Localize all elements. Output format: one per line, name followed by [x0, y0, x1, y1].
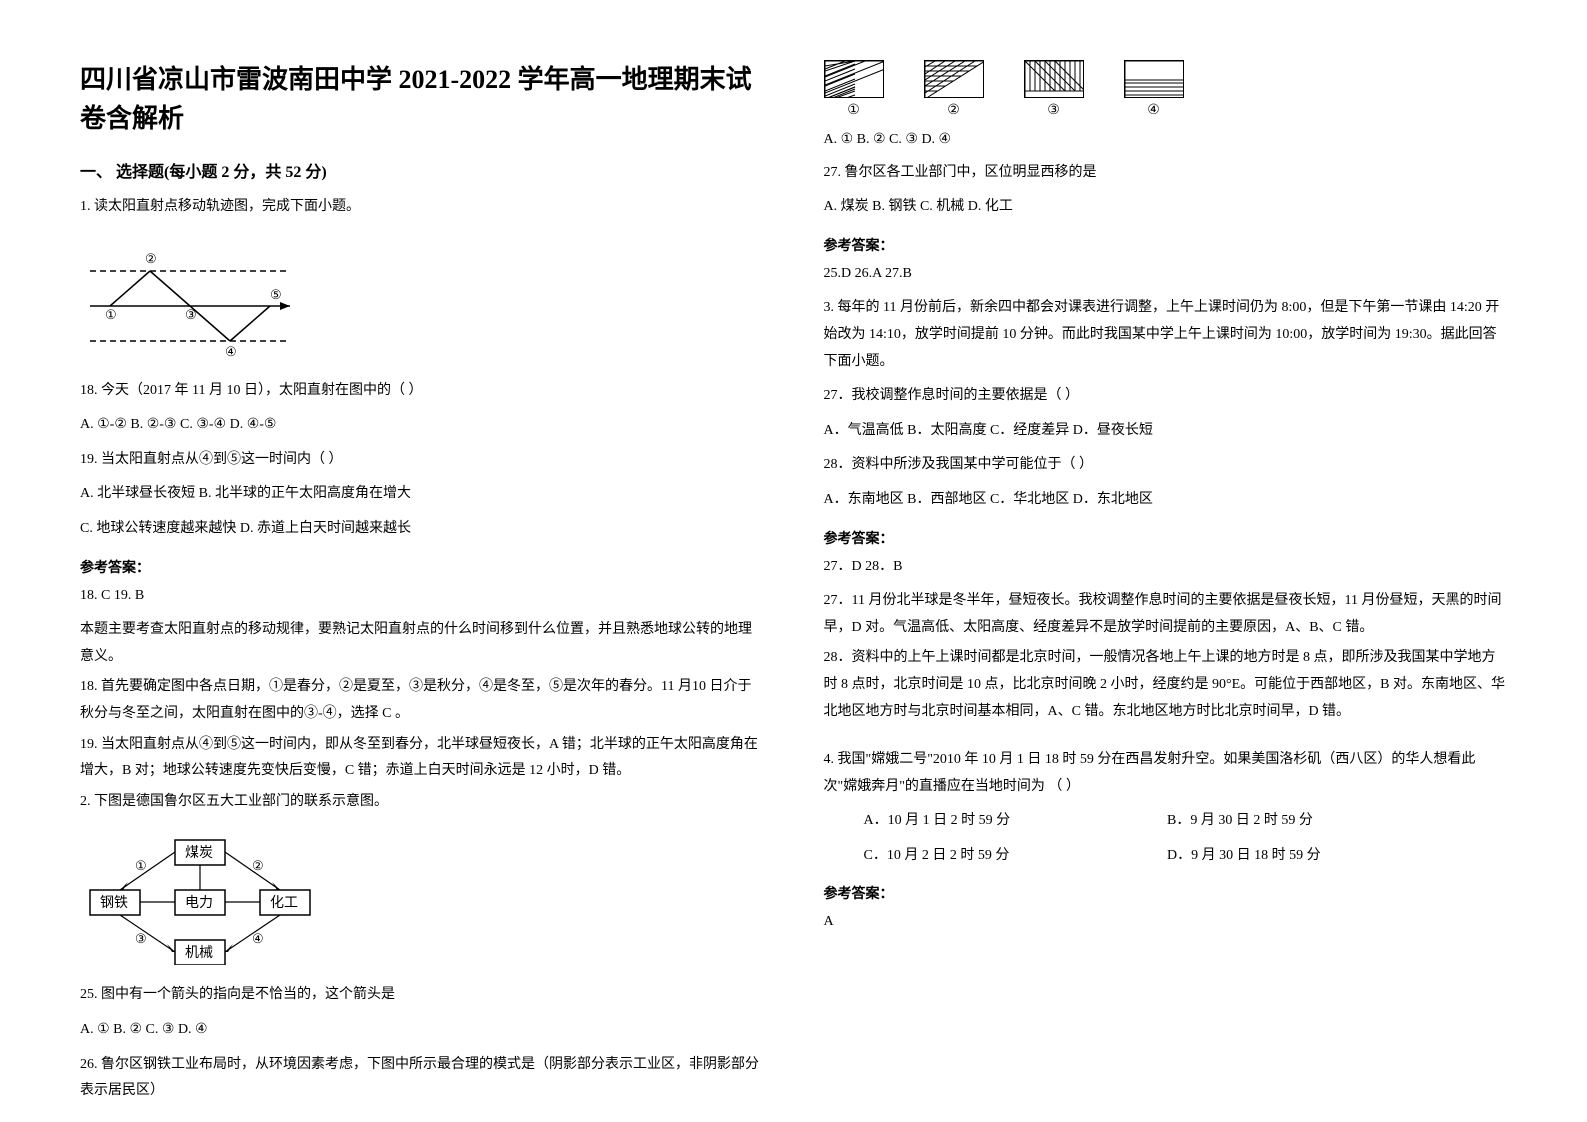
q19-optA: A. 北半球昼长夜短 B. 北半球的正午太阳高度角在增大 [80, 481, 764, 508]
q4-optA: A．10 月 1 日 2 时 59 分 [864, 808, 1164, 835]
q2-answer-label: 参考答案： [824, 235, 1508, 255]
q2-answer: 25.D 26.A 27.B [824, 261, 1508, 288]
section-header: 一、 选择题(每小题 2 分，共 52 分) [80, 158, 764, 182]
q25-text: 25. 图中有一个箭头的指向是不恰当的，这个箭头是 [80, 982, 764, 1009]
pattern-options-text: A. ① B. ② C. ③ D. ④ [824, 127, 952, 154]
document-title: 四川省凉山市雷波南田中学 2021-2022 学年高一地理期末试卷含解析 [80, 60, 764, 138]
q4-optD: D．9 月 30 日 18 时 59 分 [1167, 848, 1321, 863]
svg-text:④: ④ [252, 931, 264, 946]
svg-text:②: ② [252, 858, 264, 873]
q1-exp1: 本题主要考查太阳直射点的移动规律，要熟记太阳直射点的什么时间移到什么位置，并且熟… [80, 617, 764, 670]
pattern-2-label: ② [947, 102, 960, 119]
pattern-4-label: ④ [1147, 102, 1160, 119]
q1-exp2: 18. 首先要确定图中各点日期，①是春分，②是夏至，③是秋分，④是冬至，⑤是次年… [80, 674, 764, 727]
q4-optC: C．10 月 2 日 2 时 59 分 [864, 843, 1164, 870]
q27-text: 27. 鲁尔区各工业部门中，区位明显西移的是 [824, 160, 1508, 187]
q4-optB: B．9 月 30 日 2 时 59 分 [1167, 813, 1313, 828]
svg-text:①: ① [105, 307, 117, 322]
q4-answer-label: 参考答案： [824, 883, 1508, 903]
q18-text: 18. 今天（2017 年 11 月 10 日），太阳直射在图中的（ ） [80, 378, 764, 405]
svg-text:③: ③ [185, 307, 197, 322]
q27-options: A. 煤炭 B. 钢铁 C. 机械 D. 化工 [824, 194, 1508, 221]
q3-exp1: 27．11 月份北半球是冬半年，昼短夜长。我校调整作息时间的主要依据是昼夜长短，… [824, 588, 1508, 641]
right-column: ① ② [824, 60, 1508, 1062]
q18-options: A. ①-② B. ②-③ C. ③-④ D. ④-⑤ [80, 412, 764, 439]
q1-answer-label: 参考答案： [80, 557, 764, 577]
q28-options: A．东南地区 B．西部地区 C．华北地区 D．东北地区 [824, 487, 1508, 514]
svg-text:⑤: ⑤ [270, 287, 282, 302]
q3-answer: 27．D 28．B [824, 554, 1508, 581]
svg-text:钢铁: 钢铁 [100, 895, 128, 911]
pattern-3: ③ [1024, 60, 1084, 119]
q19-optC: C. 地球公转速度越来越快 D. 赤道上白天时间越来越长 [80, 516, 764, 543]
q3-answer-label: 参考答案： [824, 528, 1508, 548]
pattern-1: ① [824, 60, 884, 119]
pattern-4: ④ [1124, 60, 1184, 119]
q19-text: 19. 当太阳直射点从④到⑤这一时间内（ ） [80, 447, 764, 474]
svg-text:③: ③ [135, 931, 147, 946]
pattern-1-label: ① [847, 102, 860, 119]
svg-text:化工: 化工 [270, 895, 298, 911]
q25-options: A. ① B. ② C. ③ D. ④ [80, 1017, 764, 1044]
q27b-text: 27．我校调整作息时间的主要依据是（ ） [824, 383, 1508, 410]
q4-opts-ab: A．10 月 1 日 2 时 59 分 B．9 月 30 日 2 时 59 分 [824, 808, 1508, 835]
industry-diagram: 煤炭 钢铁 电力 化工 机械 ① ② ③ ④ [80, 835, 764, 970]
industry-svg: 煤炭 钢铁 电力 化工 机械 ① ② ③ ④ [80, 835, 320, 965]
svg-text:煤炭: 煤炭 [185, 845, 213, 861]
svg-text:电力: 电力 [185, 895, 213, 911]
q3-intro: 3. 每年的 11 月份前后，新余四中都会对课表进行调整，上午上课时间仍为 8:… [824, 295, 1508, 375]
left-column: 四川省凉山市雷波南田中学 2021-2022 学年高一地理期末试卷含解析 一、 … [80, 60, 764, 1062]
svg-text:④: ④ [225, 344, 237, 359]
pattern-options: A. ① B. ② C. ③ D. ④ [824, 127, 1508, 154]
q4-opts-cd: C．10 月 2 日 2 时 59 分 D．9 月 30 日 18 时 59 分 [824, 843, 1508, 870]
pattern-2: ② [924, 60, 984, 119]
sun-path-svg: ① ② ③ ④ ⑤ [80, 241, 300, 361]
q4-answer: A [824, 909, 1508, 936]
q1-intro: 1. 读太阳直射点移动轨迹图，完成下面小题。 [80, 194, 764, 221]
q26-text: 26. 鲁尔区钢铁工业布局时，从环境因素考虑，下图中所示最合理的模式是（阴影部分… [80, 1052, 764, 1105]
svg-text:①: ① [135, 858, 147, 873]
q27b-options: A．气温高低 B．太阳高度 C．经度差异 D．昼夜长短 [824, 418, 1508, 445]
pattern-boxes: ① ② [824, 60, 1508, 119]
q4-intro: 4. 我国"嫦娥二号"2010 年 10 月 1 日 18 时 59 分在西昌发… [824, 747, 1508, 800]
svg-text:②: ② [145, 251, 157, 266]
q28-text: 28．资料中所涉及我国某中学可能位于（ ） [824, 452, 1508, 479]
q1-answer: 18. C 19. B [80, 583, 764, 610]
q3-exp2: 28．资料中的上午上课时间都是北京时间，一般情况各地上午上课的地方时是 8 点，… [824, 645, 1508, 725]
pattern-3-label: ③ [1047, 102, 1060, 119]
svg-text:机械: 机械 [185, 945, 213, 961]
q2-intro: 2. 下图是德国鲁尔区五大工业部门的联系示意图。 [80, 789, 764, 816]
q1-exp3: 19. 当太阳直射点从④到⑤这一时间内，即从冬至到春分，北半球昼短夜长，A 错；… [80, 732, 764, 785]
sun-path-diagram: ① ② ③ ④ ⑤ [80, 241, 764, 366]
